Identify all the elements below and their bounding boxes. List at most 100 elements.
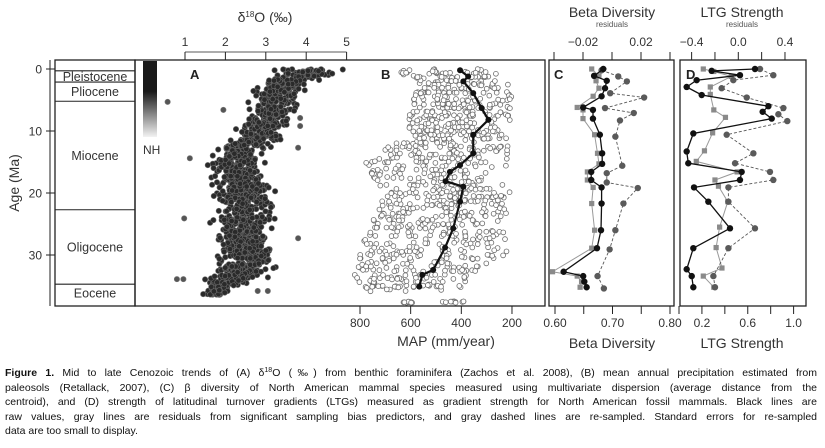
map-point (414, 117, 421, 124)
map-point (453, 231, 459, 237)
map-point (410, 128, 417, 135)
d18o-outlier-point (254, 287, 261, 294)
map-point (368, 263, 374, 270)
epoch-label-pliocene: Pliocene (71, 85, 119, 99)
map-point (470, 193, 477, 199)
map-point (497, 213, 504, 220)
map-point (427, 151, 433, 158)
map-point (397, 150, 403, 157)
beta-diversity-re-sampled-point (612, 133, 619, 140)
ltg-strength-re-sampled-point (743, 94, 750, 101)
panel-label-d: D (686, 67, 695, 82)
map-point (367, 288, 374, 295)
map-point (465, 178, 472, 185)
map-point (407, 255, 414, 261)
d18o-point (283, 118, 290, 125)
map-point (417, 252, 424, 259)
d18o-point (227, 173, 234, 180)
d18o-point (210, 165, 217, 172)
map-point (392, 166, 399, 172)
ltg-strength-re-sampled-point (756, 65, 764, 73)
ltg-strength-raw-point (736, 176, 744, 184)
map-point (397, 171, 403, 177)
d18o-point (241, 159, 248, 166)
d18o-point (285, 70, 292, 77)
map-point (376, 172, 383, 178)
map-mean-point (446, 168, 453, 175)
d18o-point (221, 281, 228, 288)
map-point (412, 143, 419, 149)
panel-label-a: A (190, 67, 200, 82)
ltg-strength-raw-point (690, 130, 697, 137)
map-point (459, 267, 465, 273)
panel-d-frame (679, 59, 807, 307)
d18o-outlier-point (295, 144, 302, 151)
map-point (429, 136, 436, 143)
map-point (486, 235, 493, 242)
d18o-point (267, 115, 274, 122)
map-point (505, 81, 511, 88)
map-point (447, 142, 454, 149)
map-point (439, 84, 445, 91)
map-point (474, 241, 481, 247)
map-point (463, 109, 470, 116)
ltg-strength-re-sampled-point (725, 244, 732, 252)
d18o-point (261, 195, 268, 202)
ltg-strength-re-sampled-point (770, 176, 777, 184)
d18o-outlier-point (295, 235, 302, 242)
map-point (376, 267, 383, 273)
beta-diversity-re-sampled-point (603, 179, 610, 186)
map-point (456, 283, 463, 289)
ltg-strength-re-sampled-point (710, 272, 717, 280)
map-point (433, 166, 439, 173)
map-point (480, 90, 487, 96)
d18o-point (240, 216, 247, 223)
map-mean-point (442, 178, 449, 185)
map-point (385, 159, 392, 166)
map-point (400, 209, 406, 215)
beta-diversity-raw-point (560, 268, 567, 275)
ltg-strength-re-sampled-point (731, 160, 739, 167)
map-point (503, 156, 510, 162)
map-point (441, 109, 448, 115)
map-point (455, 156, 461, 162)
map-point (506, 189, 513, 196)
d18o-point (228, 263, 235, 270)
map-point (395, 284, 402, 291)
map-point (408, 152, 414, 158)
map-point (373, 260, 380, 267)
map-point (375, 283, 382, 290)
map-point (469, 256, 476, 262)
map-point (448, 127, 454, 134)
map-point (423, 158, 430, 165)
beta-diversity-re-sampled-point (600, 285, 608, 292)
ltg-strength-raw-point (738, 168, 745, 176)
ltg-strength-residuals-point (700, 273, 706, 279)
map-point (493, 71, 499, 77)
map-point (460, 298, 467, 305)
map-point (439, 182, 446, 188)
ltg-strength-residuals-point (712, 177, 718, 183)
beta-diversity-raw-point (579, 104, 587, 111)
map-mean-point (465, 73, 472, 80)
map-point (448, 201, 455, 208)
map-mean-point (442, 244, 449, 251)
map-point (474, 220, 480, 227)
map-point (390, 243, 397, 249)
map-point (490, 211, 497, 217)
map-point (451, 101, 458, 107)
map-tick-label: 200 (502, 316, 522, 330)
map-point (432, 151, 439, 158)
map-point (394, 154, 400, 161)
panel-d-series (683, 65, 791, 291)
map-point (386, 198, 392, 205)
map-point (390, 255, 397, 262)
beta-diversity-re-sampled-point (620, 200, 627, 207)
age-tick-label: 10 (29, 125, 43, 139)
map-point (488, 239, 495, 246)
map-point (456, 82, 463, 88)
d18o-point (255, 180, 262, 187)
map-point (507, 105, 513, 111)
d18o-point (234, 255, 241, 262)
map-point (420, 205, 427, 211)
